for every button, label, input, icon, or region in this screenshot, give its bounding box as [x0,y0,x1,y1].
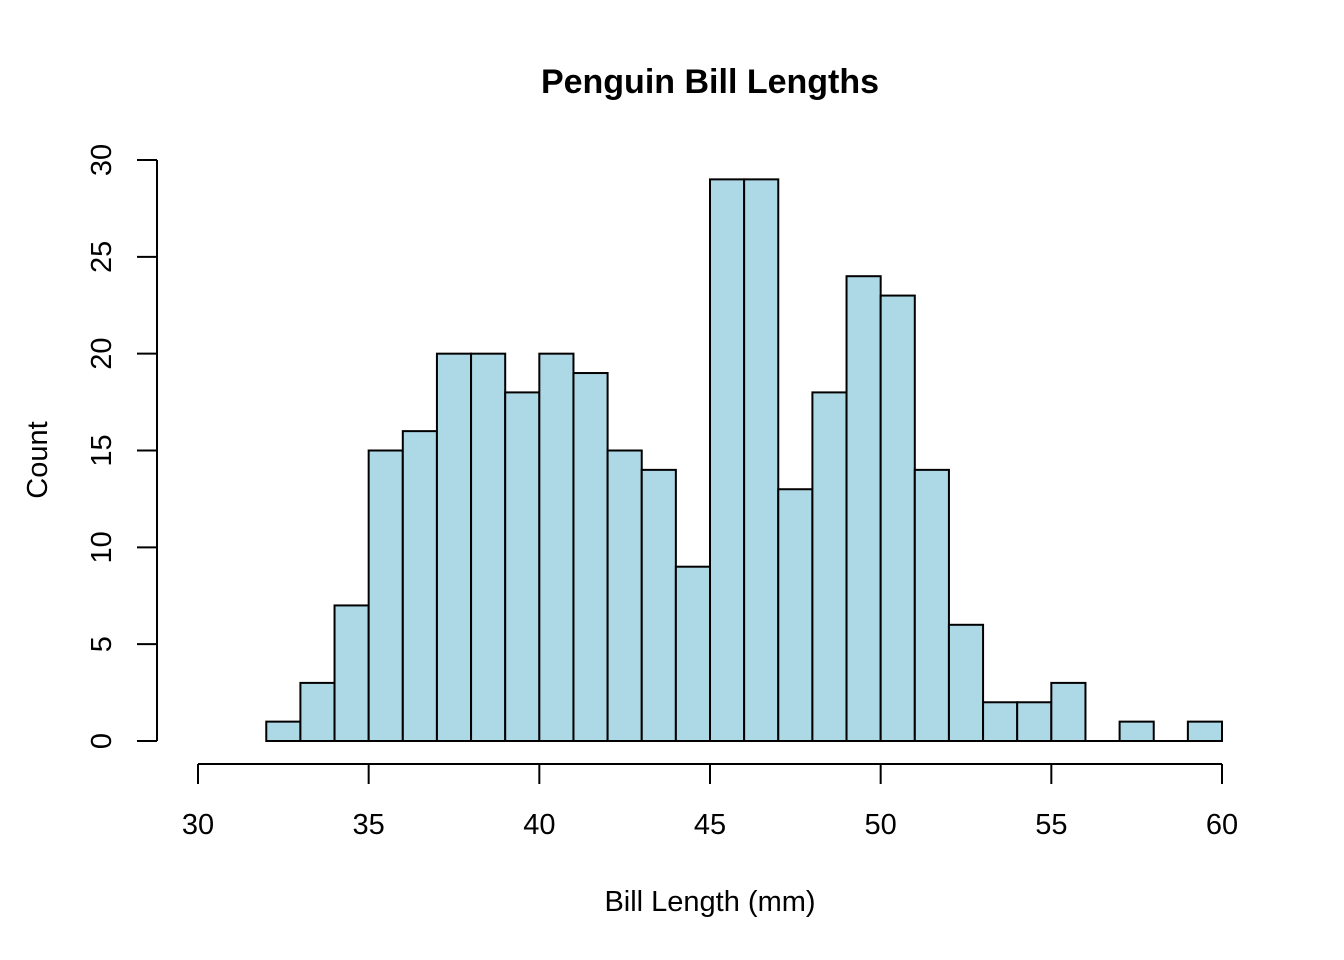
histogram-bar [845,275,882,742]
histogram-bar [1186,720,1224,743]
x-tick-label: 45 [694,809,726,841]
histogram-bar [777,488,814,742]
histogram-bar [1016,701,1053,742]
x-axis-label: Bill Length (mm) [604,886,815,918]
histogram-bar [333,604,370,743]
histogram-bar [811,391,848,742]
histogram-bar [265,720,302,743]
histogram-bar [606,449,643,742]
histogram-bar [913,468,950,742]
histogram-bar [709,178,746,743]
histogram-bar [299,681,336,743]
y-tick-label: 30 [86,144,118,176]
histogram-bar [470,352,507,742]
y-tick-label: 15 [86,434,118,466]
histogram-bar [1050,681,1087,743]
x-tick-label: 55 [1035,809,1067,841]
x-tick-label: 35 [353,809,385,841]
histogram-bar [538,352,575,742]
x-axis: 30 35 40 45 50 55 60 [182,763,1238,841]
x-tick-label: 60 [1206,809,1238,841]
histogram-bar [743,178,780,743]
x-tick-label: 40 [523,809,555,841]
x-tick-label: 30 [182,809,214,841]
histogram-bar [401,430,438,742]
chart-title: Penguin Bill Lengths [541,63,879,101]
histogram-bar [982,701,1019,742]
y-axis-label: Count [22,421,54,498]
histogram-bar [674,565,711,743]
y-tick-label: 25 [86,241,118,273]
y-tick-label: 20 [86,338,118,370]
histogram-bar [879,294,916,742]
histogram-bar [504,391,541,742]
y-tick-label: 0 [86,733,118,749]
y-tick-label: 10 [86,531,118,563]
bars-group [265,178,1224,743]
histogram-bar [1118,720,1155,743]
histogram-bar [367,449,404,742]
histogram-bar [572,372,609,742]
y-axis: 0 5 10 15 20 25 30 [86,144,158,749]
histogram-bar [640,468,677,742]
y-tick-label: 5 [86,636,118,652]
histogram-bar [947,623,985,742]
x-tick-label: 50 [865,809,897,841]
histogram-bar [435,352,473,742]
